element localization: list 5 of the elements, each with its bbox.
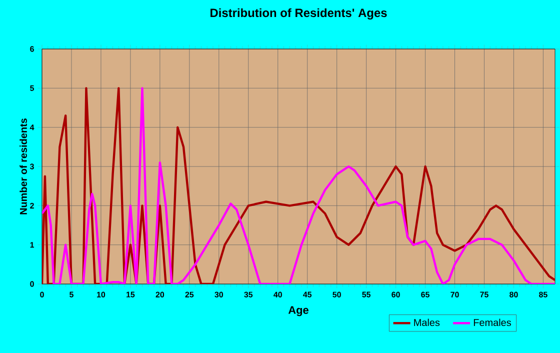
chart-title: Distribution of Residents' Ages (210, 8, 387, 20)
y-axis-title: Number of residents (20, 118, 27, 214)
x-axis-title: Age (288, 306, 308, 316)
legend-label: Females (474, 318, 511, 326)
legend-label: Males (414, 318, 440, 326)
